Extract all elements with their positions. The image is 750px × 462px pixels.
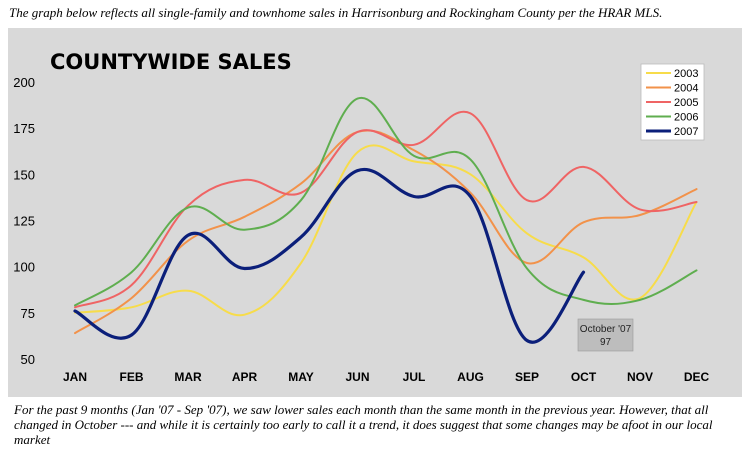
x-tick-label: JUN [345, 370, 369, 384]
countywide-sales-chart: COUNTYWIDE SALES 50 75 100 125 150 175 200 JAN… [13, 50, 710, 384]
y-tick-label: 175 [13, 121, 35, 136]
annotation-box [577, 318, 634, 352]
x-tick-label: DEC [684, 370, 710, 384]
series-lines [73, 96, 698, 344]
y-tick-label: 150 [13, 167, 35, 182]
y-tick-label: 50 [21, 352, 35, 367]
y-tick-label: 125 [13, 214, 35, 229]
intro-text: The graph below reflects all single-fami… [9, 5, 663, 20]
legend-label-2004: 2004 [674, 83, 698, 95]
x-tick-label: NOV [627, 370, 653, 384]
x-axis: JAN FEB MAR APR MAY JUN JUL AUG SEP OCT NOV DEC [63, 370, 710, 384]
y-axis: 50 75 100 125 150 175 200 [13, 75, 35, 367]
x-tick-label: APR [232, 370, 258, 384]
october-07-annotation: October '07 97 [577, 318, 634, 352]
series-line-2003 [74, 144, 698, 317]
x-tick-label: AUG [457, 370, 484, 384]
chart-container: COUNTYWIDE SALES 50 75 100 125 150 175 200 JAN… [8, 28, 742, 397]
y-tick-label: 100 [13, 260, 35, 275]
annotation-value: 97 [600, 337, 612, 348]
legend-label-2003: 2003 [674, 68, 698, 80]
x-tick-label: MAR [174, 370, 202, 384]
series-line-2006 [74, 96, 698, 307]
chart-title: COUNTYWIDE SALES [50, 50, 292, 74]
x-tick-label: MAY [288, 370, 314, 384]
x-tick-label: SEP [515, 370, 539, 384]
x-tick-label: JAN [63, 370, 87, 384]
legend: 2003 2004 2005 2006 2007 [640, 63, 705, 141]
x-tick-label: JUL [403, 370, 426, 384]
annotation-label: October '07 [580, 324, 632, 335]
legend-label-2007: 2007 [674, 126, 698, 138]
series-line-2005 [74, 110, 698, 309]
x-tick-label: OCT [571, 370, 597, 384]
series-line-2007 [73, 167, 586, 344]
legend-label-2006: 2006 [674, 112, 698, 124]
y-tick-label: 75 [21, 306, 35, 321]
legend-label-2005: 2005 [674, 97, 698, 109]
y-tick-label: 200 [13, 75, 35, 90]
x-tick-label: FEB [120, 370, 144, 384]
commentary-text: For the past 9 months (Jan '07 - Sep '07… [14, 402, 713, 447]
